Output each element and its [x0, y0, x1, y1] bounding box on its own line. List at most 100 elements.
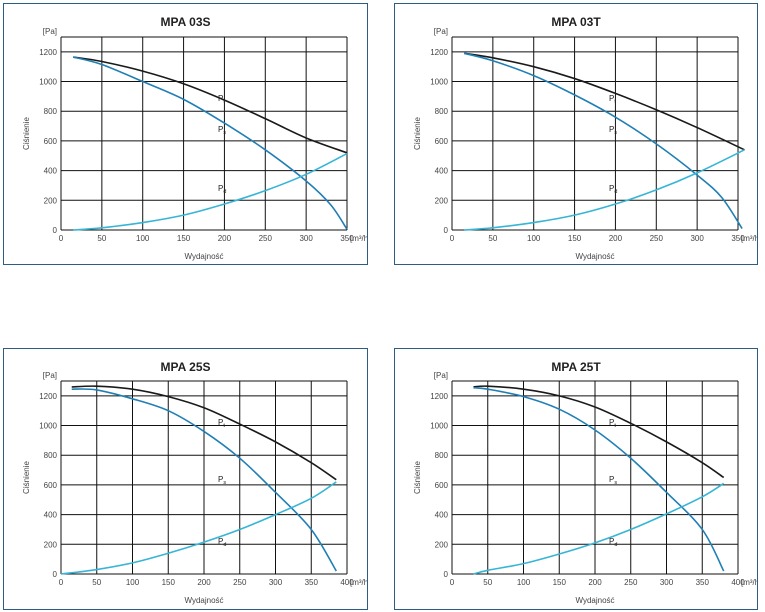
- x-tick-label: 150: [177, 234, 191, 243]
- x-tick-label: 200: [609, 234, 623, 243]
- chart-panel-mpa-25t: MPA 25T 0 50 100 150 200 250 300 350 400 0 200 400 60…: [394, 348, 758, 610]
- y-tick-label: 600: [435, 481, 449, 490]
- chart-mpa-03s: MPA 03S 0 50 100 150 200 250 300 350 0 200 400 600 80…: [22, 15, 367, 261]
- x-tick-label: 0: [450, 578, 455, 587]
- x-tick-label: 0: [59, 578, 64, 587]
- y-unit-label: [Pa]: [43, 371, 57, 380]
- x-tick-label: 100: [136, 234, 150, 243]
- x-tick-label: 300: [269, 578, 283, 587]
- y-tick-label: 400: [44, 511, 58, 520]
- chart-title: MPA 25S: [160, 360, 210, 374]
- x-tick-label: 350: [696, 578, 710, 587]
- x-tick-label: 0: [450, 234, 455, 243]
- y-tick-label: 1200: [430, 392, 448, 401]
- series-label-ps: Ps: [609, 125, 617, 136]
- y-tick-label: 600: [435, 137, 449, 146]
- x-tick-label: 100: [517, 578, 531, 587]
- chart-panel-mpa-03s: MPA 03S 0 50 100 150 200 250 300 350 0 200 400 600 80…: [3, 3, 368, 265]
- series-line-ps: [464, 52, 743, 229]
- y-axis-title: Ciśnienie: [22, 116, 31, 149]
- x-unit-label: [m³/h]: [350, 578, 367, 587]
- chart-title: MPA 25T: [551, 360, 601, 374]
- series-line-pt: [71, 385, 337, 481]
- series-label-pd: Pd: [609, 184, 617, 195]
- y-tick-label: 600: [44, 137, 58, 146]
- y-tick-label: 1000: [39, 422, 57, 431]
- x-tick-label: 150: [162, 578, 176, 587]
- chart-mpa-25t: MPA 25T 0 50 100 150 200 250 300 350 400 0 200 400 60…: [413, 360, 757, 605]
- x-unit-label: [m³/h]: [741, 234, 757, 243]
- series-line-ps: [71, 388, 337, 572]
- y-axis-title: Ciśnienie: [413, 116, 422, 149]
- x-axis-title: Wydajność: [575, 252, 614, 261]
- x-tick-label: 150: [553, 578, 567, 587]
- y-unit-label: [Pa]: [434, 27, 448, 36]
- y-tick-label: 200: [44, 540, 58, 549]
- grid: [451, 36, 739, 231]
- series-line-pt: [473, 385, 725, 479]
- series-label-pd: Pd: [218, 537, 226, 548]
- y-tick-label: 0: [444, 570, 449, 579]
- y-tick-label: 200: [435, 540, 449, 549]
- x-tick-label: 350: [305, 578, 319, 587]
- y-tick-label: 1200: [430, 48, 448, 57]
- x-tick-label: 100: [527, 234, 541, 243]
- series-line-pd: [464, 149, 745, 231]
- chart-panel-mpa-25s: MPA 25S 0 50 100 150 200 250 300 350 400 0 200 400 60…: [3, 348, 368, 610]
- series-label-ps: Ps: [218, 475, 226, 486]
- series-line-pd: [73, 152, 348, 231]
- y-tick-label: 1000: [430, 78, 448, 87]
- series-line-pd: [473, 482, 725, 575]
- x-tick-label: 150: [568, 234, 582, 243]
- chart-mpa-03t: MPA 03T 0 50 100 150 200 250 300 350 0 200 400 600 80…: [413, 15, 757, 261]
- x-axis-title: Wydajność: [184, 596, 223, 605]
- x-tick-label: 400: [731, 578, 745, 587]
- series-line-pd: [60, 481, 337, 575]
- series-line-ps: [73, 56, 348, 230]
- series-line-ps: [473, 386, 725, 572]
- y-unit-label: [Pa]: [43, 27, 57, 36]
- y-tick-label: 800: [44, 451, 58, 460]
- chart-title: MPA 03S: [160, 15, 210, 29]
- series-label-pt: Pt: [609, 418, 616, 429]
- x-tick-label: 200: [218, 234, 232, 243]
- x-tick-label: 100: [126, 578, 140, 587]
- x-tick-label: 350: [340, 234, 354, 243]
- series-label-pd: Pd: [218, 184, 226, 195]
- grid: [451, 380, 739, 575]
- y-tick-label: 1200: [39, 48, 57, 57]
- series-line-pt: [464, 52, 745, 151]
- y-tick-label: 1000: [39, 78, 57, 87]
- y-axis-title: Ciśnienie: [413, 460, 422, 493]
- y-tick-label: 800: [44, 107, 58, 116]
- series-label-ps: Ps: [609, 475, 617, 486]
- y-tick-label: 0: [444, 226, 449, 235]
- y-tick-label: 800: [435, 451, 449, 460]
- x-tick-label: 400: [340, 578, 354, 587]
- x-tick-label: 250: [624, 578, 638, 587]
- x-tick-label: 300: [660, 578, 674, 587]
- x-tick-label: 250: [233, 578, 247, 587]
- y-tick-label: 400: [44, 167, 58, 176]
- y-tick-label: 1200: [39, 392, 57, 401]
- x-tick-label: 50: [92, 578, 101, 587]
- x-tick-label: 300: [299, 234, 313, 243]
- y-tick-label: 0: [53, 226, 58, 235]
- x-tick-label: 350: [731, 234, 745, 243]
- x-unit-label: [m³/h]: [350, 234, 367, 243]
- chart-title: MPA 03T: [551, 15, 601, 29]
- x-tick-label: 50: [483, 578, 492, 587]
- x-tick-label: 300: [690, 234, 704, 243]
- y-tick-label: 1000: [430, 422, 448, 431]
- chart-mpa-25s: MPA 25S 0 50 100 150 200 250 300 350 400 0 200 400 60…: [22, 360, 367, 605]
- series-label-pt: Pt: [609, 94, 616, 105]
- x-tick-label: 200: [588, 578, 602, 587]
- x-tick-label: 50: [97, 234, 106, 243]
- y-tick-label: 0: [53, 570, 58, 579]
- y-tick-label: 400: [435, 511, 449, 520]
- x-tick-label: 0: [59, 234, 64, 243]
- x-axis-title: Wydajność: [184, 252, 223, 261]
- x-axis-title: Wydajność: [575, 596, 614, 605]
- y-axis-title: Ciśnienie: [22, 460, 31, 493]
- y-tick-label: 200: [44, 196, 58, 205]
